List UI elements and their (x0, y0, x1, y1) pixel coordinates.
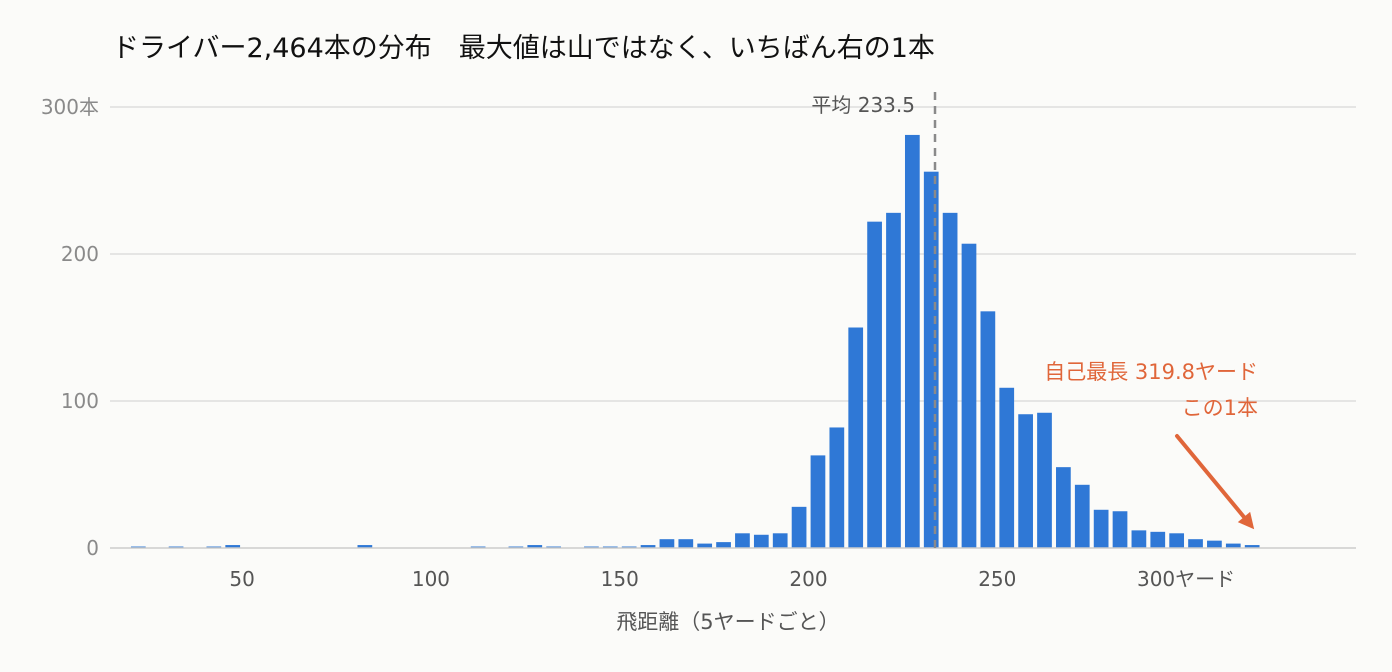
histogram-bar (904, 134, 920, 548)
histogram-bar (810, 455, 826, 548)
histogram-bar (678, 539, 694, 548)
x-tick-label: 50 (229, 567, 254, 591)
mean-label: 平均 233.5 (811, 93, 915, 117)
histogram-bar (697, 543, 713, 548)
x-tick-label: 100 (412, 567, 450, 591)
histogram-bar (980, 311, 996, 548)
histogram-bar (527, 545, 543, 548)
histogram-bar (716, 542, 731, 548)
histogram-bar (886, 212, 901, 548)
x-tick-label: 150 (601, 567, 639, 591)
histogram-bar (923, 171, 939, 548)
annotation-arrow (1175, 434, 1255, 530)
y-tick-label: 200 (61, 242, 99, 266)
annotation-arrow-shaft (1175, 434, 1246, 519)
histogram-bar (1056, 467, 1071, 548)
histogram-bar (735, 533, 750, 548)
y-axis-ticks: 0 100 200 300本 (41, 95, 99, 560)
histogram-bar (1037, 412, 1052, 548)
histogram-bar (942, 212, 958, 548)
histogram-bar (1169, 533, 1185, 548)
histogram-bar (1225, 543, 1241, 548)
histogram-bar (225, 545, 241, 548)
x-tick-label: 200 (789, 567, 827, 591)
y-tick-label: 0 (86, 536, 99, 560)
x-axis-ticks: 50 100 150 200 250 300ヤード (229, 567, 1235, 591)
histogram-bar (772, 533, 788, 548)
histogram-bar (640, 545, 656, 548)
histogram-bar (999, 387, 1015, 548)
histogram-bar (791, 506, 807, 548)
annotation-line-1: 自己最長 319.8ヤード (1044, 360, 1258, 384)
y-tick-label: 100 (61, 389, 99, 413)
histogram-bar (829, 427, 845, 548)
bars (130, 134, 1260, 548)
annotation-arrow-head (1237, 511, 1255, 530)
histogram-bar (1150, 531, 1166, 548)
x-tick-label: 300ヤード (1137, 567, 1235, 591)
histogram-bar (867, 221, 882, 548)
histogram-bar (1074, 484, 1090, 548)
histogram-bar (1244, 545, 1260, 548)
histogram-bar (357, 545, 373, 548)
histogram-bar (1188, 539, 1203, 548)
histogram-bar (1093, 509, 1109, 548)
histogram-bar (1207, 540, 1222, 548)
histogram-bar (1018, 414, 1033, 548)
histogram-bar (1131, 530, 1147, 548)
histogram-bar (659, 539, 675, 548)
grid-lines (110, 106, 1356, 402)
histogram-bar (961, 243, 977, 548)
histogram-bar (848, 327, 864, 548)
y-tick-label: 300本 (41, 95, 99, 119)
annotation-line-2: この1本 (1182, 396, 1258, 420)
histogram-bar (1112, 511, 1128, 548)
x-axis-label: 飛距離（5ヤードごと） (616, 610, 839, 634)
histogram-bar (753, 534, 769, 548)
chart-title: ドライバー2,464本の分布 最大値は山ではなく、いちばん右の1本 (112, 33, 935, 64)
x-tick-label: 250 (978, 567, 1016, 591)
